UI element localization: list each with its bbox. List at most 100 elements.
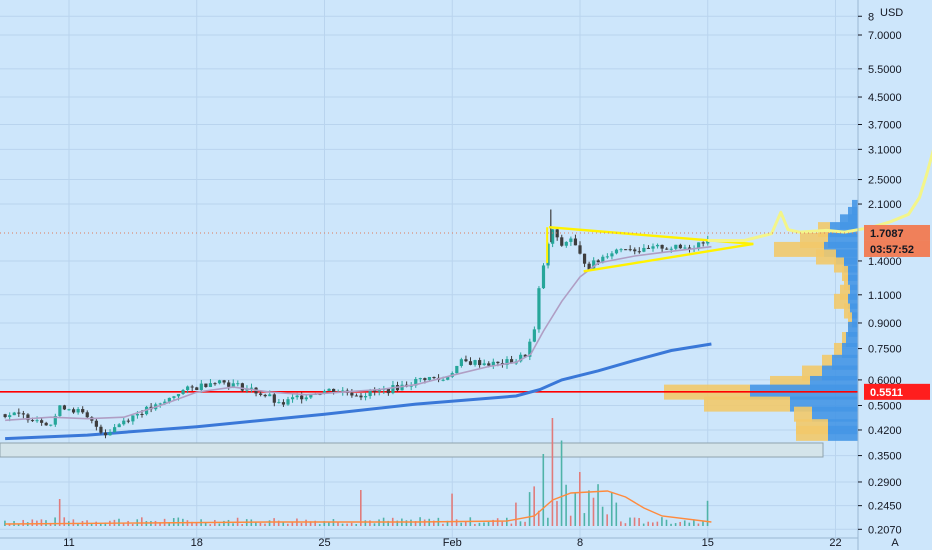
profile-bar-up xyxy=(848,266,858,282)
candle-body xyxy=(619,249,623,251)
volume-bar xyxy=(569,515,572,526)
profile-bar-up xyxy=(848,275,858,291)
candle-body xyxy=(432,376,436,378)
volume-bar xyxy=(519,521,522,526)
volume-bar xyxy=(264,523,266,526)
profile-bar-down xyxy=(848,312,852,328)
volume-bar xyxy=(300,523,303,526)
candle-body xyxy=(290,397,295,400)
candle-body xyxy=(487,363,491,366)
candle-body xyxy=(605,256,609,258)
candle-body xyxy=(113,427,117,433)
volume-bar xyxy=(282,522,285,526)
volume-bar xyxy=(405,520,408,526)
price-tick-label: 5.5000 xyxy=(868,64,902,76)
candle-body xyxy=(592,260,596,270)
volume-bar xyxy=(547,517,549,526)
countdown-badge xyxy=(864,240,930,257)
countdown-text: 03:57:52 xyxy=(870,244,914,256)
candle-body xyxy=(268,394,272,397)
volume-ma-line xyxy=(5,490,712,525)
candle-body xyxy=(391,385,395,394)
candle-body xyxy=(322,390,327,394)
volume-bar xyxy=(464,521,467,526)
volume-bar xyxy=(387,520,389,526)
candle-body xyxy=(103,432,108,436)
price-tick-label: 2.5000 xyxy=(868,175,902,187)
profile-bar-down xyxy=(842,332,846,348)
candle-body xyxy=(373,390,377,392)
volume-bar xyxy=(328,521,330,526)
volume-bar xyxy=(99,523,102,526)
profile-bar-down xyxy=(774,241,824,257)
candle-body xyxy=(418,378,422,380)
volume-bar xyxy=(652,522,654,526)
volume-bar xyxy=(277,520,280,526)
volume-bar xyxy=(323,520,326,526)
candle-body xyxy=(368,390,372,397)
volume-bar xyxy=(592,497,595,526)
volume-bar xyxy=(255,522,257,526)
volume-bar xyxy=(661,517,663,526)
profile-bar-down xyxy=(822,354,832,370)
volume-bar xyxy=(528,492,531,526)
candle-body xyxy=(628,249,632,251)
volume-bar xyxy=(355,523,358,526)
candle-body xyxy=(496,361,500,364)
candle-body xyxy=(217,380,222,384)
candle-body xyxy=(409,385,413,387)
candle-body xyxy=(231,383,235,387)
candle-body xyxy=(277,402,281,404)
candle-body xyxy=(569,238,573,242)
volume-bar xyxy=(360,490,362,526)
candles xyxy=(3,209,710,439)
volume-bar xyxy=(633,517,636,526)
candle-body xyxy=(491,361,495,366)
candle-body xyxy=(126,420,130,422)
candle-body xyxy=(40,420,44,423)
profile-bar-down xyxy=(840,284,850,300)
volume-bar xyxy=(483,522,485,526)
candle-body xyxy=(377,389,381,392)
volume-bar xyxy=(40,519,43,526)
volume-bar xyxy=(496,518,499,526)
time-tick-label: 25 xyxy=(318,537,330,549)
price-tick-label: 1.4000 xyxy=(868,256,902,268)
candle-body xyxy=(332,388,336,392)
profile-bar-up xyxy=(850,303,858,319)
candle-body xyxy=(614,249,619,254)
volume-bar xyxy=(291,522,294,526)
volume-bar xyxy=(624,523,627,526)
volume-bar xyxy=(204,522,207,526)
candle-body xyxy=(582,253,587,264)
volume-bar xyxy=(433,520,435,526)
candle-body xyxy=(53,415,57,425)
candle-body xyxy=(263,394,267,397)
candle-body xyxy=(446,376,450,380)
volume-bar xyxy=(537,510,540,526)
candle-body xyxy=(674,244,678,249)
candle-body xyxy=(35,420,39,422)
volume-bar xyxy=(63,517,66,526)
volume-bar xyxy=(423,519,426,526)
volume-bar xyxy=(364,520,367,526)
candle-body xyxy=(67,409,71,411)
candle-body xyxy=(509,359,514,364)
candle-body xyxy=(660,244,664,249)
candle-body xyxy=(341,390,345,392)
candle-body xyxy=(523,354,527,357)
candle-body xyxy=(359,395,363,398)
candle-body xyxy=(8,415,12,418)
volume-bar xyxy=(606,514,608,526)
long-moving-average-line xyxy=(5,342,712,441)
candle-body xyxy=(624,249,628,251)
candle-body xyxy=(532,329,536,342)
candle-body xyxy=(363,396,368,398)
volume-bar xyxy=(414,521,417,526)
volume-bar xyxy=(373,523,376,526)
volume-bar xyxy=(647,521,650,526)
candle-body xyxy=(62,405,67,410)
candle-body xyxy=(482,363,486,366)
